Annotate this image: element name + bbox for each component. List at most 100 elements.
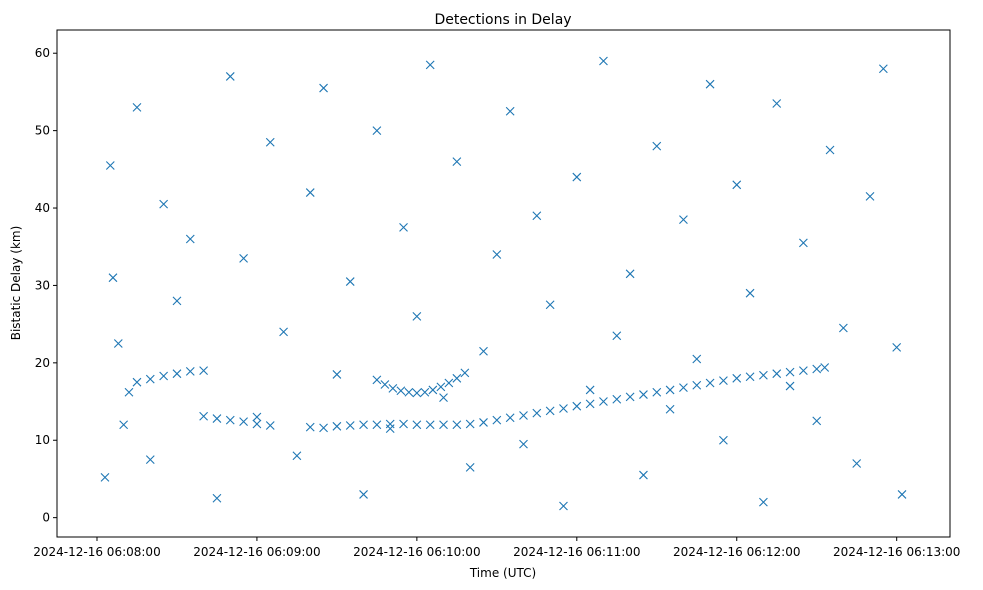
data-point — [505, 413, 515, 423]
data-point — [652, 387, 662, 397]
data-point — [599, 56, 608, 66]
data-point — [372, 420, 382, 430]
data-point — [625, 392, 635, 402]
data-point — [612, 331, 622, 341]
data-point — [838, 323, 848, 333]
data-point — [439, 393, 448, 403]
x-axis-title: Time (UTC) — [469, 566, 536, 580]
data-point — [825, 145, 835, 155]
data-point — [439, 420, 448, 430]
y-tick-label: 40 — [35, 201, 50, 215]
y-tick-label: 60 — [35, 46, 50, 60]
y-tick-label: 50 — [35, 124, 50, 138]
data-point — [305, 188, 315, 197]
data-point — [145, 455, 155, 464]
data-point — [798, 366, 808, 375]
data-point — [559, 501, 568, 511]
data-point — [412, 420, 422, 430]
y-axis: 0 10 20 30 40 50 60 — [35, 46, 57, 525]
data-point — [599, 397, 608, 406]
data-points — [100, 56, 907, 511]
data-point — [519, 411, 528, 420]
data-point — [132, 377, 142, 387]
data-point — [319, 83, 328, 93]
data-point — [652, 141, 662, 151]
data-point — [452, 420, 462, 430]
data-point — [113, 339, 123, 348]
data-point — [265, 137, 275, 147]
data-point — [199, 411, 209, 421]
data-point — [145, 374, 155, 384]
data-point — [692, 380, 702, 390]
data-point — [372, 126, 382, 136]
data-point — [785, 381, 795, 391]
data-point — [199, 366, 209, 375]
data-point — [732, 180, 742, 190]
data-point — [892, 342, 902, 352]
data-point — [108, 273, 118, 283]
data-point — [479, 418, 488, 427]
data-point — [319, 423, 328, 433]
data-point — [665, 385, 675, 395]
data-point — [745, 372, 755, 382]
data-point — [705, 378, 715, 388]
data-point — [865, 192, 875, 201]
data-point — [265, 421, 275, 430]
data-point — [798, 238, 808, 248]
data-point — [705, 79, 715, 89]
data-point — [425, 60, 435, 70]
data-point — [332, 421, 342, 431]
data-point — [124, 387, 134, 397]
data-point — [812, 364, 822, 374]
data-point — [380, 380, 390, 389]
data-point — [759, 370, 768, 380]
data-point — [105, 161, 115, 170]
data-point — [372, 375, 382, 385]
x-tick-label: 2024-12-16 06:08:00 — [33, 545, 160, 559]
data-point — [388, 383, 398, 393]
data-point — [225, 72, 235, 81]
data-point — [532, 408, 542, 418]
data-point — [897, 490, 907, 499]
data-point — [212, 414, 222, 423]
x-axis: 2024-12-16 06:08:00 2024-12-16 06:09:00 20… — [33, 537, 960, 559]
data-point — [679, 215, 688, 225]
data-point — [545, 300, 555, 310]
data-point — [492, 250, 502, 259]
data-point — [159, 199, 169, 209]
x-tick-label: 2024-12-16 06:12:00 — [673, 545, 800, 559]
data-point — [305, 422, 315, 432]
data-point — [425, 420, 435, 430]
plot-frame — [56, 29, 951, 538]
data-point — [559, 404, 568, 413]
data-point — [732, 373, 742, 383]
data-point — [252, 412, 262, 422]
data-point — [428, 385, 438, 395]
data-point — [412, 312, 422, 321]
data-point — [820, 363, 830, 372]
data-point — [465, 419, 475, 429]
x-tick-label: 2024-12-16 06:13:00 — [833, 545, 960, 559]
data-point — [292, 451, 302, 461]
data-point — [460, 368, 470, 378]
y-tick-label: 0 — [42, 511, 50, 525]
data-point — [572, 401, 582, 411]
data-point — [332, 370, 342, 379]
y-tick-label: 10 — [35, 433, 50, 447]
data-point — [545, 406, 555, 416]
y-axis-title: Bistatic Delay (km) — [9, 226, 23, 341]
data-point — [359, 490, 368, 499]
data-point — [359, 420, 368, 430]
data-point — [505, 106, 515, 116]
data-point — [225, 415, 235, 425]
data-point — [252, 419, 262, 429]
data-point — [679, 383, 688, 392]
data-point — [412, 388, 422, 398]
x-tick-label: 2024-12-16 06:09:00 — [193, 545, 320, 559]
data-point — [452, 373, 462, 383]
data-point — [785, 367, 795, 377]
data-point — [172, 296, 182, 306]
x-tick-label: 2024-12-16 06:10:00 — [353, 545, 480, 559]
data-point — [279, 327, 288, 337]
